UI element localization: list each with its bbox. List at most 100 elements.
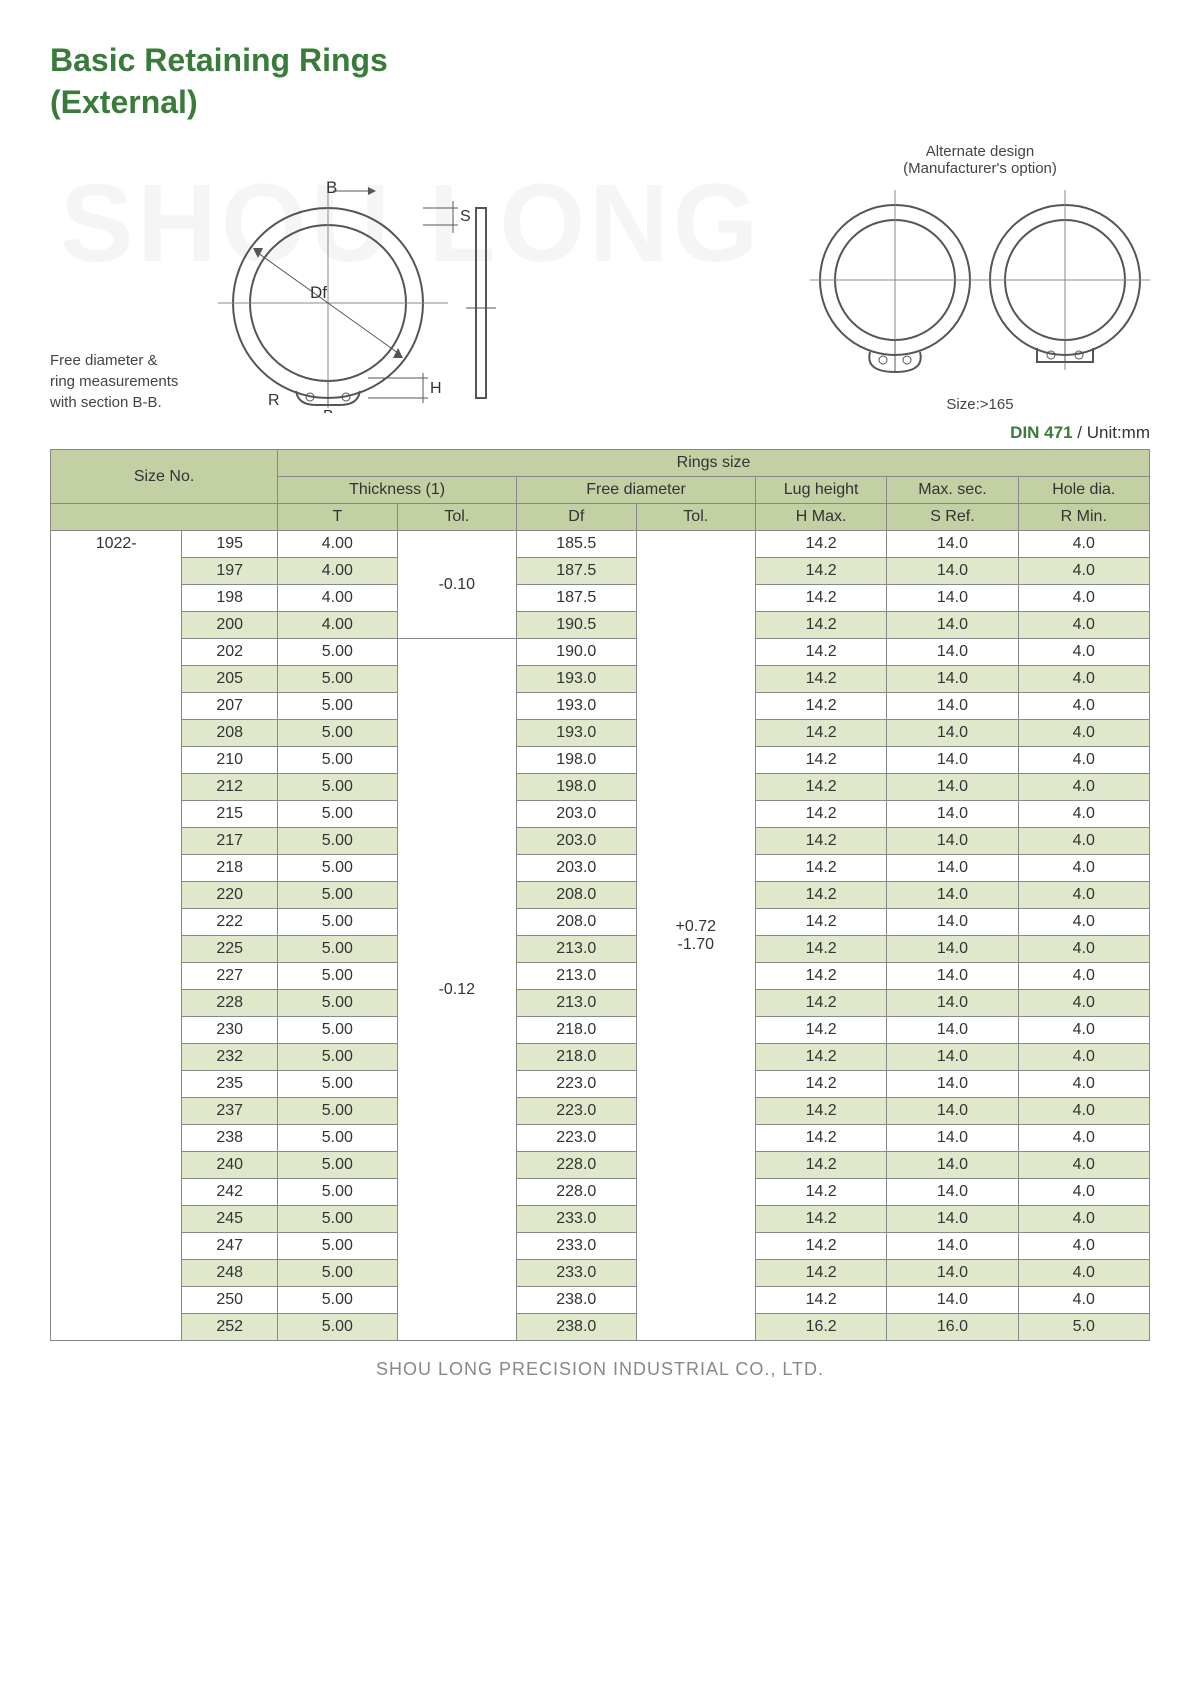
svg-text:S: S [460,208,471,225]
cell-n: 198 [182,585,278,612]
cell-t: 5.00 [278,774,397,801]
cell-s: 14.0 [887,585,1018,612]
table-row: 2325.00218.014.214.04.0 [51,1044,1150,1071]
cell-h: 14.2 [755,774,886,801]
cell-t: 4.00 [278,612,397,639]
cell-r: 4.0 [1018,909,1149,936]
spec-table: Size No. Rings size Thickness (1) Free d… [50,449,1150,1341]
table-row: 2355.00223.014.214.04.0 [51,1071,1150,1098]
cell-df: 228.0 [517,1152,636,1179]
svg-text:H: H [430,380,442,397]
col-free-dia: Free diameter [517,477,756,504]
cell-s: 14.0 [887,801,1018,828]
cell-h: 14.2 [755,1125,886,1152]
cell-df: 193.0 [517,720,636,747]
cell-r: 4.0 [1018,1125,1149,1152]
col-maxsec: Max. sec. [887,477,1018,504]
cell-r: 4.0 [1018,1287,1149,1314]
col-T: T [278,504,397,531]
col-Tol2: Tol. [636,504,755,531]
table-row: 2225.00208.014.214.04.0 [51,909,1150,936]
standard-label: DIN 471 / Unit:mm [50,423,1150,443]
cell-r: 4.0 [1018,990,1149,1017]
cell-r: 4.0 [1018,882,1149,909]
cell-df: 187.5 [517,585,636,612]
cell-h: 14.2 [755,1152,886,1179]
cell-n: 237 [182,1098,278,1125]
cell-h: 14.2 [755,585,886,612]
cell-h: 14.2 [755,1287,886,1314]
cell-t: 5.00 [278,1071,397,1098]
table-row: 2525.00238.016.216.05.0 [51,1314,1150,1341]
cell-df: 223.0 [517,1098,636,1125]
cell-n: 197 [182,558,278,585]
cell-n: 225 [182,936,278,963]
cell-h: 14.2 [755,1179,886,1206]
cell-s: 14.0 [887,1017,1018,1044]
cell-h: 14.2 [755,1260,886,1287]
svg-text:B: B [323,408,334,413]
cell-df: 193.0 [517,693,636,720]
title-line1: Basic Retaining Rings [50,42,388,78]
cell-n: 215 [182,801,278,828]
cell-t: 5.00 [278,666,397,693]
cell-df: 228.0 [517,1179,636,1206]
cell-df: 203.0 [517,855,636,882]
cell-s: 14.0 [887,936,1018,963]
cell-n: 202 [182,639,278,666]
ring-diagram-alt [810,185,1150,385]
cell-s: 14.0 [887,639,1018,666]
svg-text:Df: Df [310,283,327,302]
table-row: 2425.00228.014.214.04.0 [51,1179,1150,1206]
alt-design-caption: Alternate design (Manufacturer's option) [810,143,1150,177]
cell-r: 4.0 [1018,1233,1149,1260]
cell-n: 242 [182,1179,278,1206]
cell-n: 207 [182,693,278,720]
col-Df: Df [517,504,636,531]
cell-r: 4.0 [1018,1071,1149,1098]
cell-df: 190.5 [517,612,636,639]
cell-r: 4.0 [1018,1152,1149,1179]
cell-r: 4.0 [1018,585,1149,612]
cell-n: 220 [182,882,278,909]
cell-s: 14.0 [887,1044,1018,1071]
table-row: 1022-1954.00-0.10185.5+0.72 -1.7014.214.… [51,531,1150,558]
col-thickness: Thickness (1) [278,477,517,504]
cell-n: 222 [182,909,278,936]
cell-h: 14.2 [755,558,886,585]
cell-r: 4.0 [1018,1206,1149,1233]
unit-label: / Unit:mm [1073,423,1150,442]
cell-df: 213.0 [517,936,636,963]
cell-n: 238 [182,1125,278,1152]
cell-h: 14.2 [755,531,886,558]
cell-t: 5.00 [278,963,397,990]
cell-t: 5.00 [278,1206,397,1233]
din-standard: DIN 471 [1010,423,1072,442]
cell-h: 14.2 [755,909,886,936]
page-title: Basic Retaining Rings (External) [50,40,1150,123]
table-row: 2205.00208.014.214.04.0 [51,882,1150,909]
table-row: 2255.00213.014.214.04.0 [51,936,1150,963]
cell-n: 245 [182,1206,278,1233]
table-row: 2485.00233.014.214.04.0 [51,1260,1150,1287]
cell-tol1: -0.10 [397,531,516,639]
cell-r: 4.0 [1018,801,1149,828]
cell-h: 14.2 [755,855,886,882]
cell-s: 14.0 [887,747,1018,774]
cell-t: 5.00 [278,1017,397,1044]
cell-r: 4.0 [1018,774,1149,801]
table-row: 2055.00193.014.214.04.0 [51,666,1150,693]
cell-r: 4.0 [1018,1017,1149,1044]
col-lug: Lug height [755,477,886,504]
cell-h: 14.2 [755,828,886,855]
cell-s: 14.0 [887,1233,1018,1260]
cell-r: 4.0 [1018,936,1149,963]
cell-s: 14.0 [887,558,1018,585]
cell-t: 5.00 [278,747,397,774]
cell-r: 4.0 [1018,612,1149,639]
cell-r: 4.0 [1018,720,1149,747]
size-prefix: 1022- [51,531,182,1341]
cell-t: 5.00 [278,1179,397,1206]
table-row: 2105.00198.014.214.04.0 [51,747,1150,774]
cell-s: 14.0 [887,1179,1018,1206]
